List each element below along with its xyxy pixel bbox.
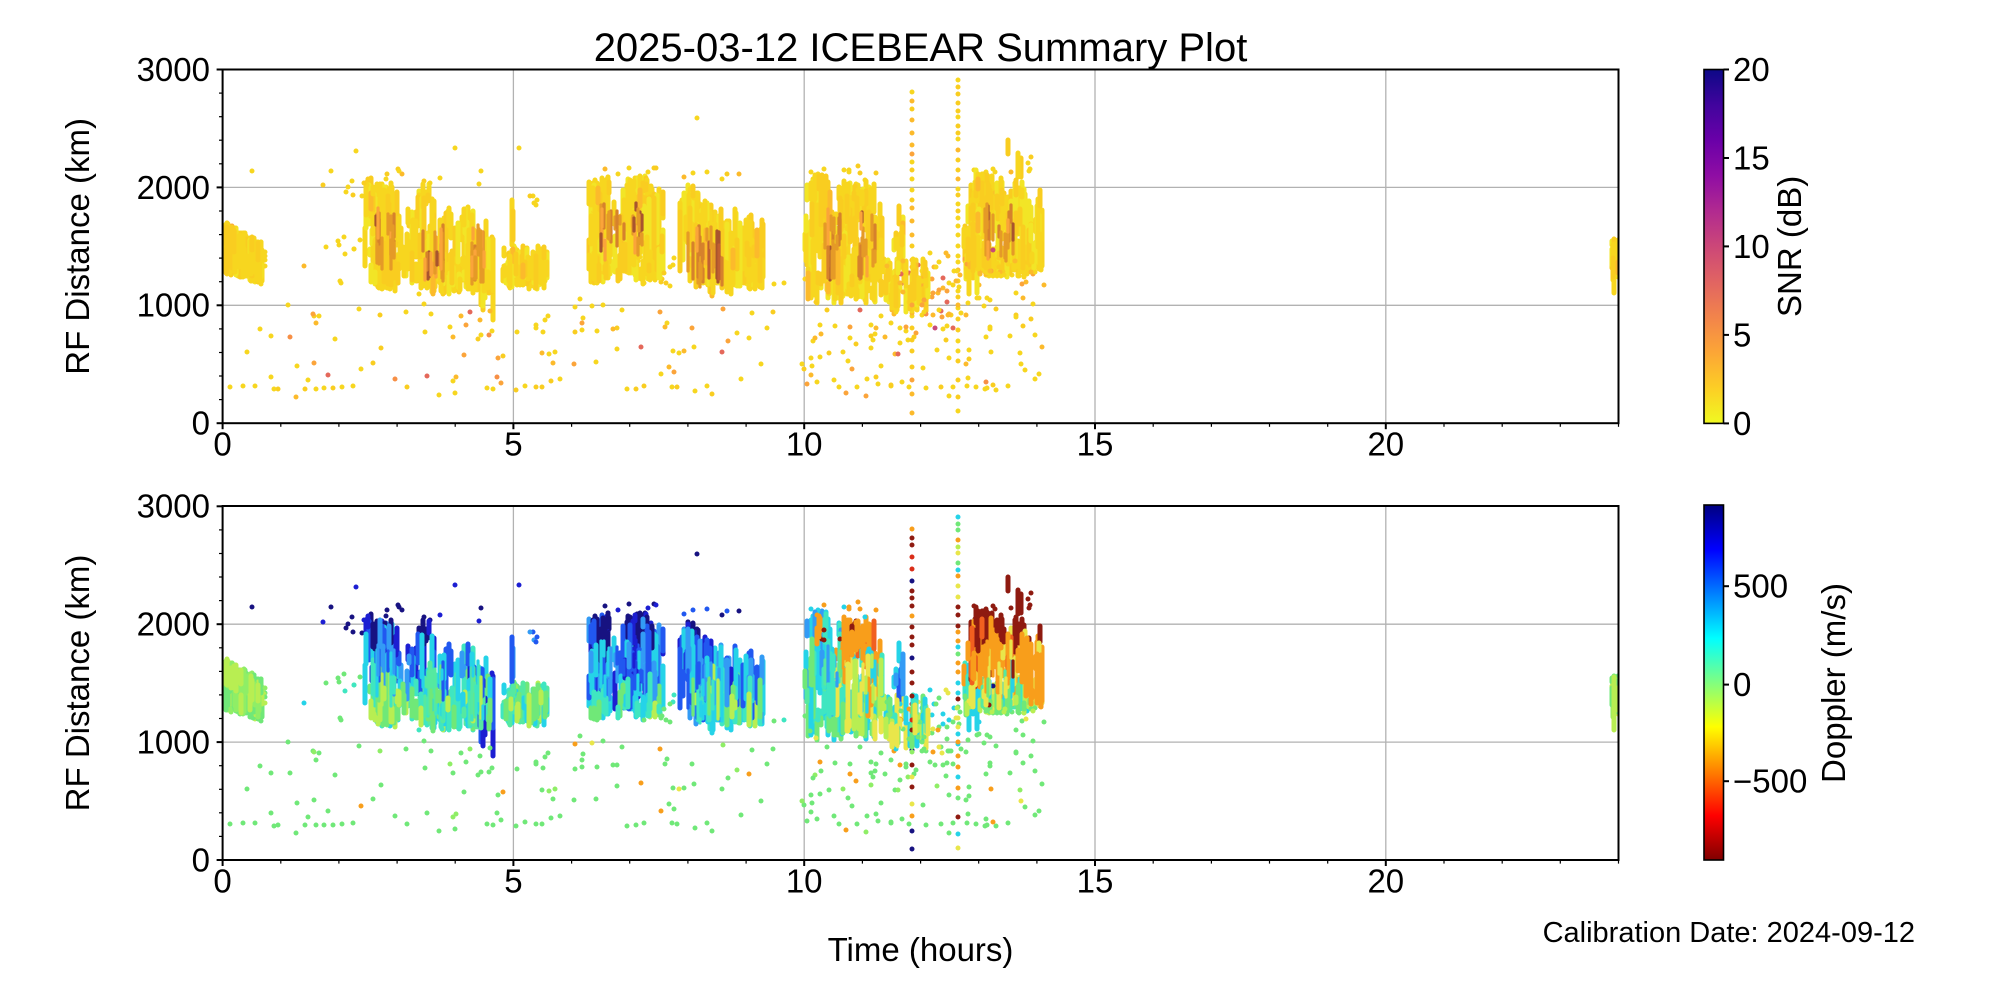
- svg-text:2025-03-12 ICEBEAR Summary Plo: 2025-03-12 ICEBEAR Summary Plot: [594, 26, 1248, 70]
- svg-text:0: 0: [213, 862, 231, 899]
- svg-text:Doppler (m/s): Doppler (m/s): [1815, 583, 1852, 783]
- svg-text:5: 5: [1733, 316, 1751, 353]
- svg-text:10: 10: [786, 862, 823, 899]
- svg-text:−500: −500: [1733, 763, 1807, 800]
- svg-text:2000: 2000: [137, 606, 210, 643]
- svg-text:1000: 1000: [137, 724, 210, 761]
- svg-text:500: 500: [1733, 568, 1788, 605]
- svg-text:0: 0: [213, 426, 231, 463]
- svg-text:3000: 3000: [137, 488, 210, 525]
- svg-text:Time (hours): Time (hours): [828, 931, 1014, 968]
- svg-text:RF Distance (km): RF Distance (km): [59, 555, 96, 812]
- svg-text:20: 20: [1367, 426, 1404, 463]
- svg-text:20: 20: [1733, 51, 1770, 88]
- svg-text:15: 15: [1077, 426, 1114, 463]
- svg-text:0: 0: [192, 841, 210, 878]
- svg-text:1000: 1000: [137, 287, 210, 324]
- svg-text:10: 10: [786, 426, 823, 463]
- svg-text:0: 0: [1733, 405, 1751, 442]
- svg-text:20: 20: [1367, 862, 1404, 899]
- svg-text:RF Distance (km): RF Distance (km): [59, 118, 96, 375]
- svg-text:0: 0: [1733, 666, 1751, 703]
- svg-text:5: 5: [504, 426, 522, 463]
- svg-text:15: 15: [1077, 862, 1114, 899]
- svg-text:15: 15: [1733, 139, 1770, 176]
- svg-text:2000: 2000: [137, 169, 210, 206]
- svg-text:0: 0: [192, 405, 210, 442]
- svg-text:Calibration Date: 2024-09-12: Calibration Date: 2024-09-12: [1543, 917, 1915, 949]
- svg-text:10: 10: [1733, 228, 1770, 265]
- svg-text:3000: 3000: [137, 51, 210, 88]
- svg-text:5: 5: [504, 862, 522, 899]
- svg-text:SNR (dB): SNR (dB): [1771, 176, 1808, 317]
